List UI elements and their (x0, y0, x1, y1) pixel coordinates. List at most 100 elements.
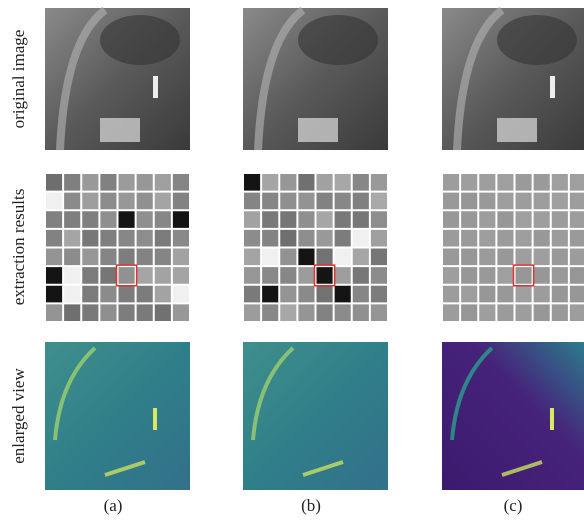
tile (262, 286, 278, 303)
tile (570, 286, 584, 303)
tile (335, 211, 351, 228)
tile (497, 286, 513, 303)
tile (262, 174, 278, 191)
tile (497, 193, 513, 210)
tile (371, 249, 387, 266)
tile (570, 249, 584, 266)
tile (137, 249, 153, 266)
tile (119, 304, 135, 321)
tile (173, 211, 189, 228)
figure: original image extraction results enlarg… (0, 0, 584, 519)
tile (64, 211, 80, 228)
tile (371, 304, 387, 321)
tile (262, 193, 278, 210)
tile (46, 211, 62, 228)
tile (516, 249, 532, 266)
tile (280, 286, 296, 303)
tile (371, 174, 387, 191)
tile (552, 193, 568, 210)
tile (552, 267, 568, 284)
tree (497, 15, 577, 65)
tile (262, 211, 278, 228)
tile (137, 267, 153, 284)
tile (516, 174, 532, 191)
tile (119, 174, 135, 191)
tile (298, 267, 314, 284)
tile (461, 211, 477, 228)
tree (100, 15, 180, 65)
tile (461, 193, 477, 210)
tile (317, 267, 333, 284)
tile (46, 267, 62, 284)
tile (335, 174, 351, 191)
tile (173, 249, 189, 266)
column-label: (c) (504, 496, 523, 515)
tile (497, 304, 513, 321)
tile (479, 193, 495, 210)
tile (461, 267, 477, 284)
tile (371, 193, 387, 210)
tile (82, 267, 98, 284)
tile (280, 267, 296, 284)
tile (137, 211, 153, 228)
tile (570, 304, 584, 321)
tile (280, 211, 296, 228)
tile (244, 211, 260, 228)
person (153, 76, 158, 98)
tile (570, 211, 584, 228)
tile (155, 174, 171, 191)
tile (317, 174, 333, 191)
tile (100, 211, 116, 228)
tile (119, 249, 135, 266)
tile (479, 211, 495, 228)
tile (82, 249, 98, 266)
tile (64, 174, 80, 191)
tile (280, 193, 296, 210)
tile (46, 249, 62, 266)
tile (497, 211, 513, 228)
tile (516, 267, 532, 284)
tile (155, 267, 171, 284)
tile (497, 230, 513, 247)
tile (570, 267, 584, 284)
tile (353, 267, 369, 284)
tile (461, 249, 477, 266)
tile (371, 211, 387, 228)
row-label: enlarged view (9, 368, 28, 464)
tile (570, 193, 584, 210)
tile (137, 174, 153, 191)
tile (461, 286, 477, 303)
tile (280, 174, 296, 191)
tile (280, 230, 296, 247)
tile (100, 249, 116, 266)
tile (100, 267, 116, 284)
tile (244, 286, 260, 303)
tile (479, 249, 495, 266)
tile (534, 174, 550, 191)
person (550, 76, 555, 98)
tile (371, 267, 387, 284)
tile (479, 304, 495, 321)
tile (516, 286, 532, 303)
tile (100, 193, 116, 210)
tile (317, 193, 333, 210)
enlarged-view (442, 342, 584, 490)
tile (137, 304, 153, 321)
tile (46, 193, 62, 210)
tile (461, 174, 477, 191)
tile (552, 249, 568, 266)
column-label: (b) (301, 496, 321, 515)
tile (443, 249, 459, 266)
tile (317, 286, 333, 303)
tile (173, 174, 189, 191)
tile (262, 304, 278, 321)
tile (119, 211, 135, 228)
tile (534, 211, 550, 228)
tile (353, 286, 369, 303)
tile (534, 267, 550, 284)
tile (461, 230, 477, 247)
tile (244, 193, 260, 210)
tile (64, 230, 80, 247)
tile (534, 230, 550, 247)
tile (64, 193, 80, 210)
